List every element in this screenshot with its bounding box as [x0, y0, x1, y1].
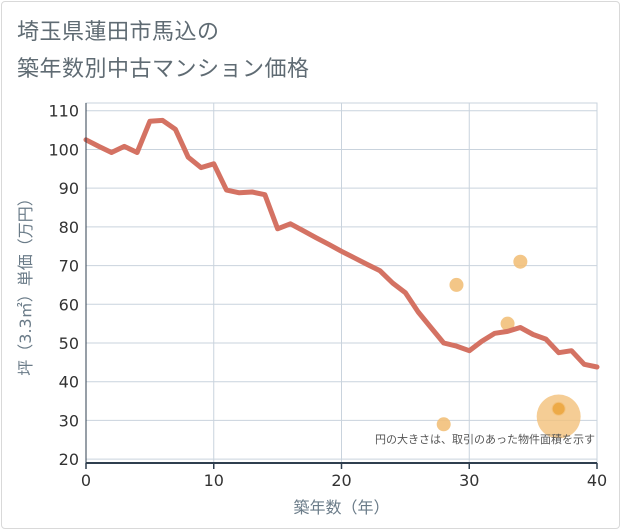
chart-title-line2: 築年数別中古マンション価格 — [17, 57, 310, 82]
y-tick-label: 50 — [59, 334, 79, 353]
x-tick-label: 40 — [587, 471, 607, 490]
y-tick-label: 80 — [59, 218, 79, 237]
x-tick-label: 10 — [204, 471, 224, 490]
price-series-line — [83, 117, 600, 370]
x-axis-title: 築年数（年） — [293, 498, 389, 517]
x-tick-label: 30 — [459, 471, 479, 490]
y-tick-label: 110 — [48, 102, 79, 121]
bubble-layer — [436, 254, 581, 439]
x-tick-label: 20 — [331, 471, 351, 490]
y-tick-label: 70 — [59, 257, 79, 276]
bubble — [500, 316, 515, 331]
tick-labels: 20 30 40 50 60 70 80 90 100 110 0 10 20 30 40 — [48, 102, 607, 490]
bubble — [436, 417, 451, 432]
bubble-large — [536, 394, 581, 439]
x-tick-label: 0 — [81, 471, 91, 490]
bubble — [513, 254, 528, 269]
y-tick-label: 60 — [59, 295, 79, 314]
y-tick-label: 20 — [59, 450, 79, 469]
y-tick-label: 100 — [48, 140, 79, 159]
y-axis-title: 坪（3.3㎡）単価（万円） — [16, 190, 35, 375]
y-tick-label: 90 — [59, 179, 79, 198]
line-layer — [83, 117, 600, 370]
chart-title-line1: 埼玉県蓮田市馬込の — [17, 20, 220, 45]
bubble-size-note: 円の大きさは、取引のあった物件面積を示す — [375, 432, 595, 446]
grid-lines — [85, 102, 598, 464]
y-tick-label: 40 — [59, 373, 79, 392]
bubble — [449, 277, 464, 292]
bubble-overlap — [552, 402, 565, 415]
axes — [85, 103, 598, 469]
y-tick-label: 30 — [59, 411, 79, 430]
